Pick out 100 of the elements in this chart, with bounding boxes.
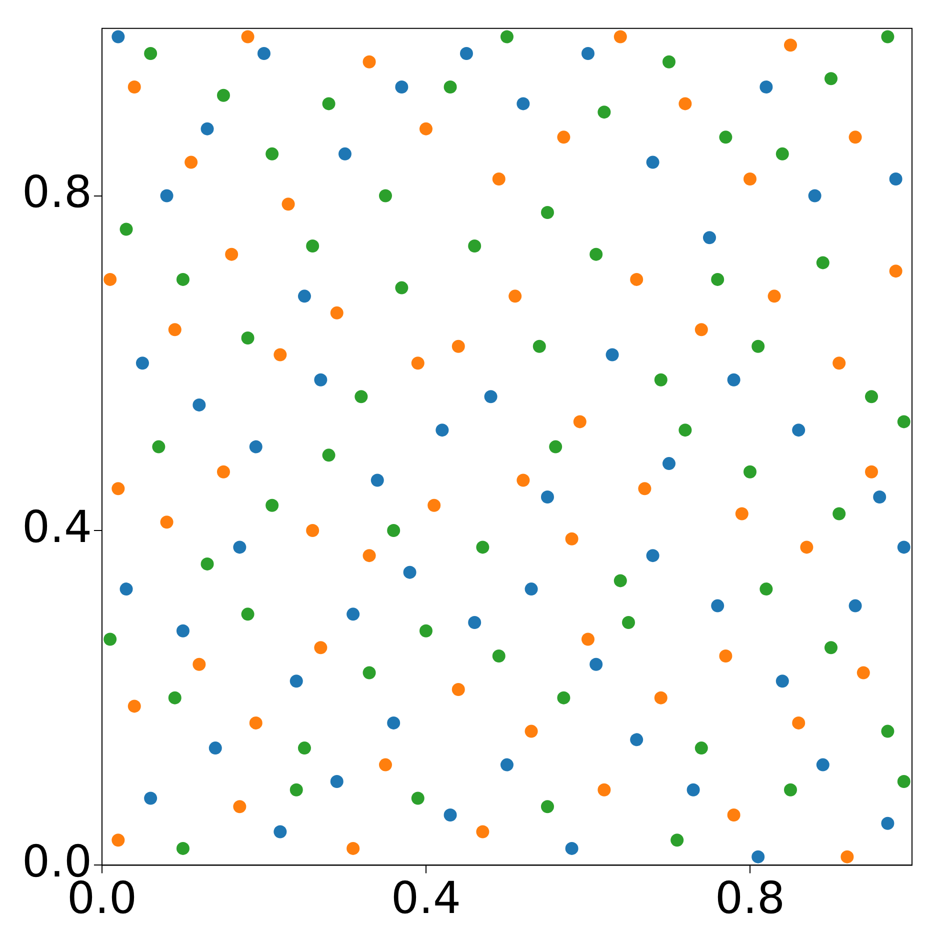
point xyxy=(314,373,328,386)
point xyxy=(889,172,902,186)
point xyxy=(557,691,570,704)
point xyxy=(792,424,806,437)
point xyxy=(792,716,806,730)
point xyxy=(897,415,910,428)
point xyxy=(468,239,482,252)
point xyxy=(865,390,878,404)
point xyxy=(606,348,619,362)
y-tick-label: 0.8 xyxy=(22,167,92,218)
point xyxy=(711,599,724,612)
point xyxy=(112,834,125,847)
point xyxy=(808,189,822,202)
point xyxy=(444,80,457,94)
point xyxy=(557,130,570,144)
point xyxy=(290,783,303,796)
point xyxy=(120,582,133,596)
point xyxy=(476,540,490,554)
point xyxy=(824,641,838,654)
point xyxy=(144,47,158,60)
point xyxy=(832,507,846,520)
point xyxy=(233,540,246,554)
point xyxy=(630,272,644,286)
point xyxy=(565,532,578,546)
point xyxy=(225,248,238,261)
point xyxy=(241,30,254,44)
point xyxy=(233,800,246,814)
point xyxy=(136,356,149,370)
point xyxy=(419,624,432,638)
point xyxy=(897,775,910,788)
point xyxy=(662,457,676,470)
point xyxy=(784,38,797,52)
point xyxy=(387,716,400,730)
point xyxy=(581,632,594,646)
point xyxy=(249,440,262,454)
point xyxy=(468,616,482,630)
point xyxy=(176,842,190,855)
point xyxy=(743,465,756,478)
point xyxy=(411,356,424,370)
point xyxy=(444,808,457,822)
y-tick-label: 0.4 xyxy=(22,502,92,553)
point xyxy=(208,742,222,755)
point xyxy=(654,373,668,386)
point xyxy=(216,465,230,478)
point xyxy=(200,557,214,570)
point xyxy=(290,674,303,688)
point xyxy=(314,641,328,654)
point xyxy=(873,490,886,504)
point xyxy=(590,248,603,261)
point xyxy=(832,356,846,370)
point xyxy=(752,340,765,353)
point xyxy=(184,156,198,169)
point xyxy=(630,733,644,746)
point xyxy=(306,239,320,252)
point xyxy=(395,281,408,294)
point xyxy=(274,348,287,362)
point xyxy=(354,390,368,404)
point xyxy=(200,122,214,136)
point xyxy=(743,172,756,186)
point xyxy=(508,290,522,303)
point xyxy=(378,758,392,772)
point xyxy=(727,808,740,822)
point xyxy=(346,842,360,855)
point xyxy=(160,516,174,529)
point xyxy=(306,524,320,537)
point xyxy=(856,666,870,680)
point xyxy=(266,498,279,512)
point xyxy=(816,256,830,270)
point xyxy=(419,122,432,136)
point xyxy=(176,272,190,286)
x-tick-label: 0.4 xyxy=(390,873,461,924)
point xyxy=(257,47,270,60)
point xyxy=(694,323,708,336)
point xyxy=(492,172,506,186)
point xyxy=(484,390,498,404)
point xyxy=(168,691,182,704)
point xyxy=(298,290,311,303)
point xyxy=(452,340,465,353)
point xyxy=(727,373,740,386)
point xyxy=(540,206,554,219)
point xyxy=(516,97,530,110)
point xyxy=(678,97,692,110)
point xyxy=(840,850,854,864)
point xyxy=(346,608,360,621)
point xyxy=(897,540,910,554)
point xyxy=(614,574,627,588)
point xyxy=(128,80,141,94)
point xyxy=(282,198,295,211)
point xyxy=(881,30,894,44)
point xyxy=(816,758,830,772)
point xyxy=(452,682,465,696)
point xyxy=(549,440,562,454)
point xyxy=(719,650,732,662)
point xyxy=(760,582,773,596)
point xyxy=(776,147,789,160)
point xyxy=(565,842,578,855)
point xyxy=(711,272,724,286)
point xyxy=(266,147,279,160)
point xyxy=(160,189,174,202)
point xyxy=(524,582,538,596)
